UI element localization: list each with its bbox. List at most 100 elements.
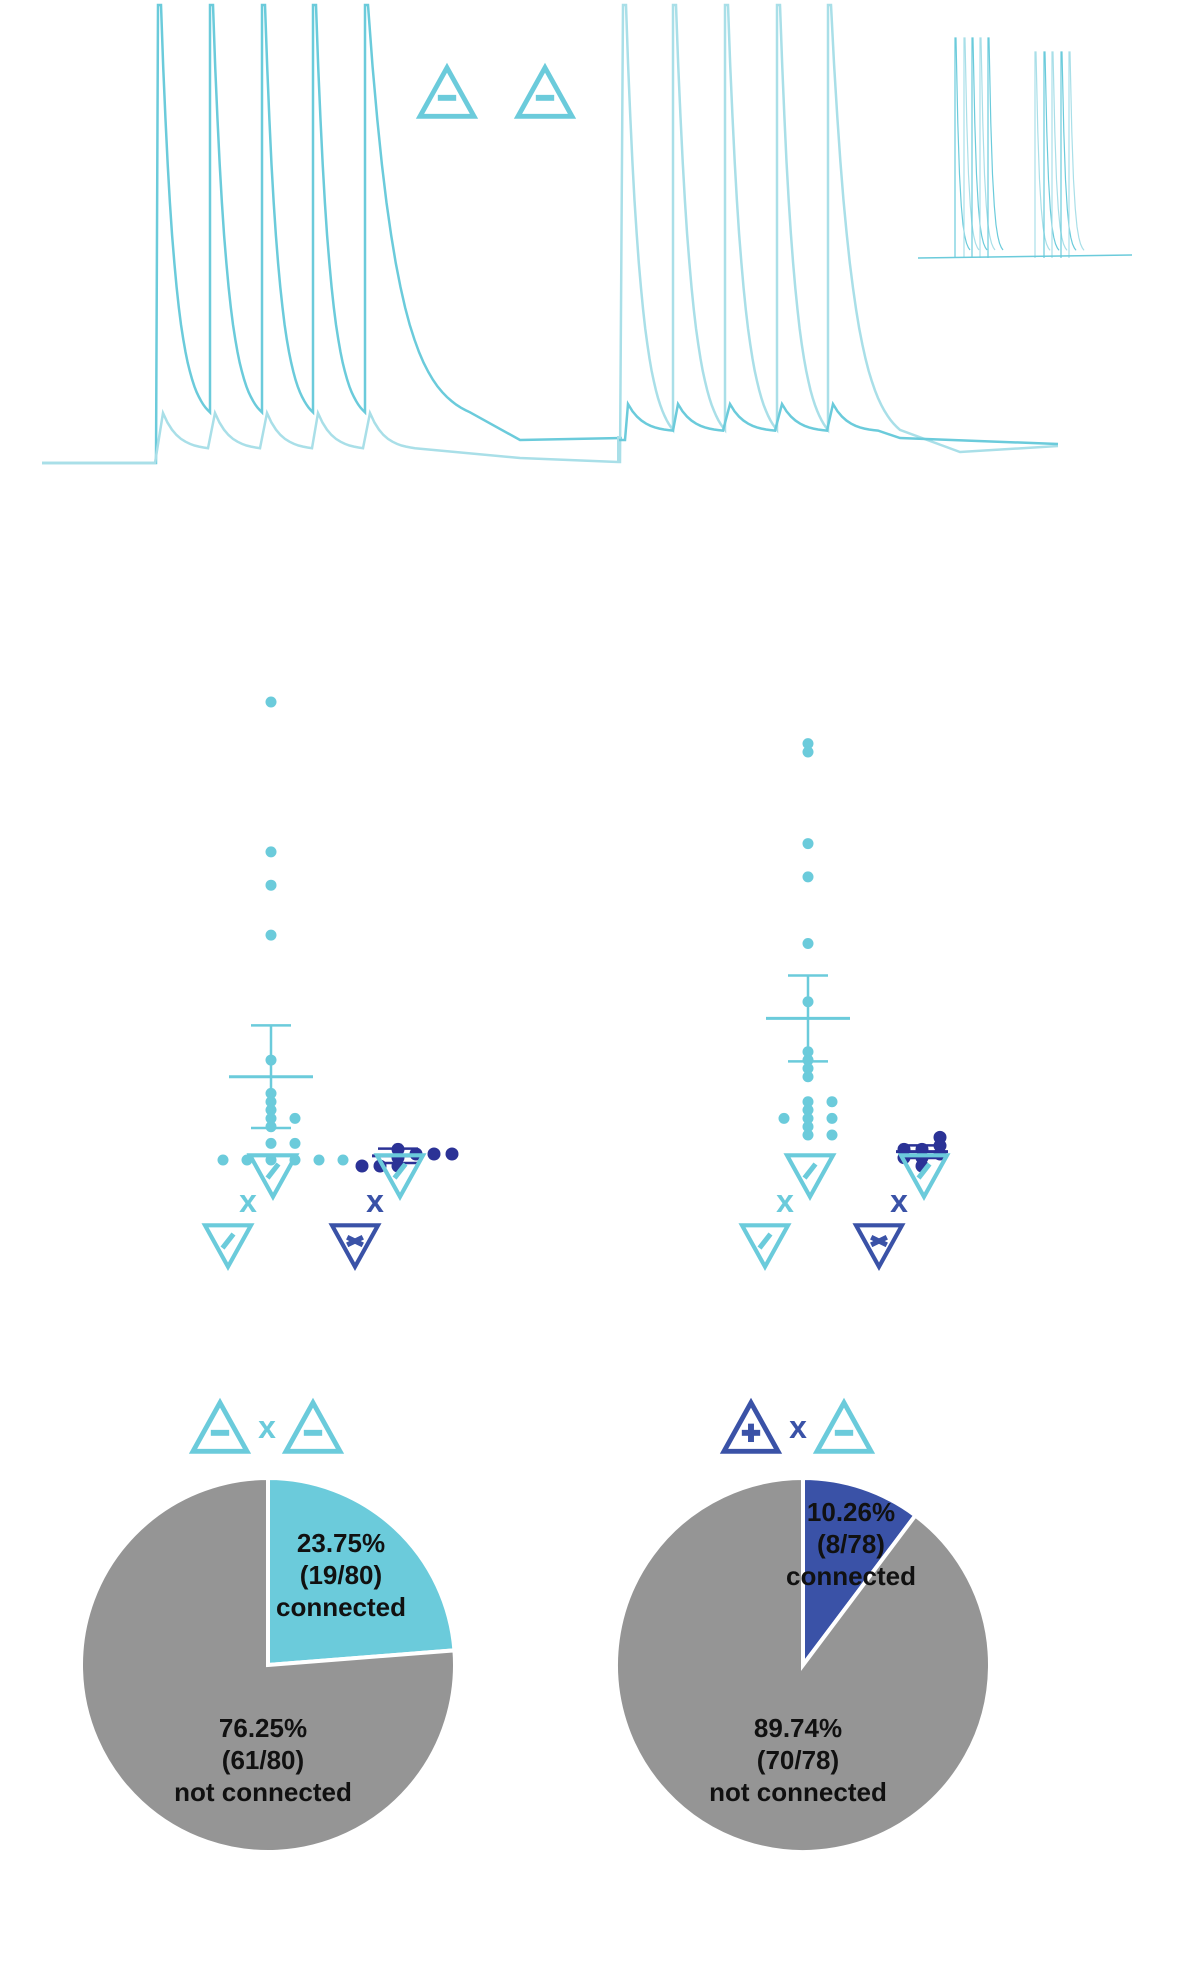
cross-symbol: x: [366, 1183, 384, 1219]
data-point: [802, 871, 814, 883]
triangle-outline: [897, 1153, 951, 1201]
data-point: [265, 846, 277, 858]
pie-slice-connected: [801, 1475, 919, 1671]
data-point: [826, 1129, 838, 1141]
data-point: [427, 1147, 441, 1161]
triangle-outline: [281, 1397, 345, 1454]
trace-epsp-right: [618, 400, 1059, 446]
data-point: [802, 1121, 814, 1133]
trace-epsp-left: [42, 408, 619, 465]
voltage-traces: [42, 3, 1059, 465]
triangle-outline: [852, 1223, 906, 1271]
data-point: [289, 1112, 301, 1124]
minus-mark: [303, 1429, 323, 1436]
cross-symbol: x: [890, 1183, 908, 1219]
trace-spikes-right: [618, 3, 1059, 464]
data-point: [802, 1071, 814, 1083]
pie-panel-right: 10.26%(8/78)connected 89.74%(70/78)not co…: [614, 1397, 992, 1854]
pie-label-connected: (19/80): [300, 1560, 382, 1590]
inset-spike: [971, 37, 988, 258]
triangle-minus-icon: [246, 1153, 300, 1201]
pie-label-connected: (8/78): [817, 1529, 885, 1559]
triangle-minus-icon: [281, 1397, 345, 1454]
triangle-minus-icon: [415, 62, 479, 119]
pie-label-connected: connected: [786, 1561, 916, 1591]
minus-mark: [265, 1162, 281, 1180]
data-point: [265, 696, 277, 708]
data-point: [802, 937, 814, 949]
minus-mark: [220, 1232, 236, 1250]
data-point: [265, 1137, 277, 1149]
top-cell-legend: [415, 62, 577, 119]
triangle-plus-icon: [328, 1223, 382, 1271]
data-point: [826, 1112, 838, 1124]
inset-spike: [1034, 51, 1051, 258]
data-point: [265, 929, 277, 941]
data-point: [802, 838, 814, 850]
inset-spike: [1060, 51, 1077, 258]
data-point: [313, 1154, 325, 1166]
pie-slice-not-connected: [79, 1475, 457, 1854]
triangle-outline: [738, 1223, 792, 1271]
pie-label-connected: 10.26%: [807, 1497, 895, 1527]
data-point: [826, 1096, 838, 1108]
data-point: [355, 1159, 369, 1173]
minus-mark: [757, 1232, 773, 1250]
data-point: [217, 1154, 229, 1166]
pie-label-not-connected: 89.74%: [754, 1713, 842, 1743]
triangle-plus-icon: [719, 1397, 783, 1454]
minus-mark: [834, 1429, 854, 1436]
inset-spike: [979, 37, 996, 258]
triangle-outline: [513, 62, 577, 119]
plus-mark: [346, 1234, 364, 1248]
triangle-outline: [415, 62, 479, 119]
inset-spike: [954, 37, 971, 258]
inset-spike: [1043, 51, 1060, 258]
triangle-minus-icon: [188, 1397, 252, 1454]
triangle-minus-icon: [201, 1223, 255, 1271]
triangle-outline: [328, 1223, 382, 1271]
triangle-minus-icon: [373, 1153, 427, 1201]
data-point: [778, 1112, 790, 1124]
data-point: [802, 1112, 814, 1124]
triangle-outline: [719, 1397, 783, 1454]
pie-label-not-connected: (70/78): [757, 1745, 839, 1775]
pie-label-connected: connected: [276, 1592, 406, 1622]
plus-mark: [748, 1423, 754, 1443]
triangle-minus-icon: [738, 1223, 792, 1271]
triangle-outline: [201, 1223, 255, 1271]
data-point: [802, 738, 814, 750]
data-point: [337, 1154, 349, 1166]
pie-label-not-connected: (61/80): [222, 1745, 304, 1775]
cross-symbol: x: [789, 1409, 807, 1445]
pie-label-connected: 23.75%: [297, 1528, 385, 1558]
triangle-minus-icon: [513, 62, 577, 119]
minus-mark: [535, 94, 555, 101]
data-point: [802, 746, 814, 758]
minus-mark: [802, 1162, 818, 1180]
triangle-plus-icon: [852, 1223, 906, 1271]
triangle-outline: [188, 1397, 252, 1454]
pie-slice-not-connected: [614, 1475, 992, 1854]
inset-spike: [1051, 51, 1068, 258]
data-point: [802, 1096, 814, 1108]
trace-spikes-left: [42, 3, 623, 465]
data-point: [445, 1147, 459, 1161]
triangle-minus-icon: [897, 1153, 951, 1201]
pie-label-not-connected: not connected: [174, 1777, 352, 1807]
triangle-minus-icon: [783, 1153, 837, 1201]
data-point: [802, 1104, 814, 1116]
pie-label-not-connected: not connected: [709, 1777, 887, 1807]
pie-slice-connected: [266, 1475, 457, 1668]
pie-panel-left: 23.75%(19/80)connected 76.25%(61/80)not c…: [79, 1397, 457, 1854]
cross-symbol: x: [239, 1183, 257, 1219]
minus-mark: [437, 94, 457, 101]
triangle-minus-icon: [812, 1397, 876, 1454]
data-point: [289, 1137, 301, 1149]
inset-baseline: [917, 254, 1133, 259]
minus-mark: [210, 1429, 230, 1436]
data-point: [802, 1062, 814, 1074]
minus-mark: [916, 1162, 932, 1180]
